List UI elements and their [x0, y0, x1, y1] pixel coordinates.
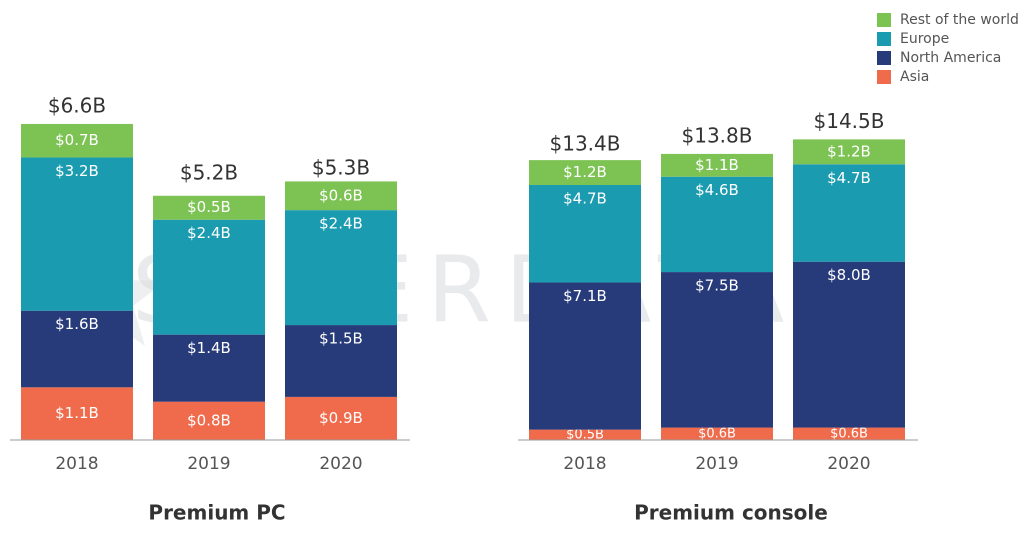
legend-swatch — [877, 51, 891, 65]
bar-segment — [529, 282, 641, 430]
total-label: $6.6B — [48, 93, 106, 117]
total-label: $5.2B — [180, 160, 238, 184]
value-label: $0.6B — [830, 426, 868, 441]
legend-swatch — [877, 70, 891, 84]
x-tick-label: 2019 — [695, 454, 738, 474]
legend-label: Europe — [900, 31, 949, 47]
chart-title: Premium PC — [148, 501, 285, 525]
bar-segment — [21, 310, 133, 388]
bar-segment — [793, 261, 905, 428]
bar-segment — [661, 176, 773, 273]
value-label: $0.6B — [319, 186, 363, 204]
total-label: $13.4B — [550, 132, 621, 156]
bar-segment — [661, 153, 773, 177]
bar-segment — [793, 164, 905, 262]
total-label: $13.8B — [682, 123, 753, 147]
value-label: $1.2B — [827, 142, 871, 160]
bar-segment — [661, 272, 773, 428]
bar-segment — [153, 195, 265, 220]
bar-segment — [153, 334, 265, 402]
value-label: $4.7B — [563, 190, 607, 208]
bar-segment — [285, 210, 397, 326]
legend-swatch — [877, 13, 891, 27]
value-label: $2.4B — [187, 224, 231, 242]
bar-segment — [793, 427, 905, 440]
legend-label: Asia — [900, 69, 929, 85]
value-label: $0.5B — [566, 427, 604, 442]
legend-swatch — [877, 32, 891, 46]
x-tick-label: 2018 — [55, 454, 98, 474]
bar-segment — [793, 139, 905, 165]
legend-label: North America — [900, 50, 1001, 66]
value-label: $0.6B — [698, 426, 736, 441]
legend: Asia North America Europe Rest of the world — [877, 12, 1019, 85]
value-label: $1.1B — [695, 156, 739, 174]
bar-segment — [285, 181, 397, 211]
value-label: $7.1B — [563, 287, 607, 305]
total-label: $14.5B — [814, 109, 885, 133]
bar-segment — [529, 185, 641, 283]
x-tick-label: 2018 — [563, 454, 606, 474]
x-tick-label: 2020 — [319, 454, 362, 474]
value-label: $2.4B — [319, 215, 363, 233]
bar-segment — [21, 387, 133, 440]
bar-segment — [153, 219, 265, 335]
bar-segment — [21, 157, 133, 311]
value-label: $8.0B — [827, 266, 871, 284]
bar-segment — [661, 427, 773, 440]
value-label: $1.4B — [187, 339, 231, 357]
value-label: $0.7B — [55, 131, 99, 149]
plots: $1.1B $1.6B $3.2B $0.7B $6.6B 2018 $0.8B $1.4B $… — [10, 93, 918, 525]
value-label: $7.5B — [695, 277, 739, 295]
bar-segment — [153, 401, 265, 440]
total-label: $5.3B — [312, 156, 370, 180]
value-label: $0.9B — [319, 409, 363, 427]
value-label: $3.2B — [55, 162, 99, 180]
bar-segment — [285, 396, 397, 440]
x-tick-label: 2020 — [827, 454, 870, 474]
value-label: $1.2B — [563, 163, 607, 181]
value-label: $1.1B — [55, 404, 99, 422]
value-label: $4.6B — [695, 181, 739, 199]
x-tick-label: 2019 — [187, 454, 230, 474]
bar-segment — [529, 160, 641, 185]
bar-segment — [21, 123, 133, 158]
value-label: $4.7B — [827, 169, 871, 187]
value-label: $1.6B — [55, 315, 99, 333]
value-label: $0.8B — [187, 411, 231, 429]
bar-segment — [285, 325, 397, 397]
chart-title: Premium console — [634, 501, 828, 525]
bar-segment — [529, 429, 641, 440]
value-label: $1.5B — [319, 330, 363, 348]
legend-label: Rest of the world — [900, 12, 1019, 28]
value-label: $0.5B — [187, 198, 231, 216]
